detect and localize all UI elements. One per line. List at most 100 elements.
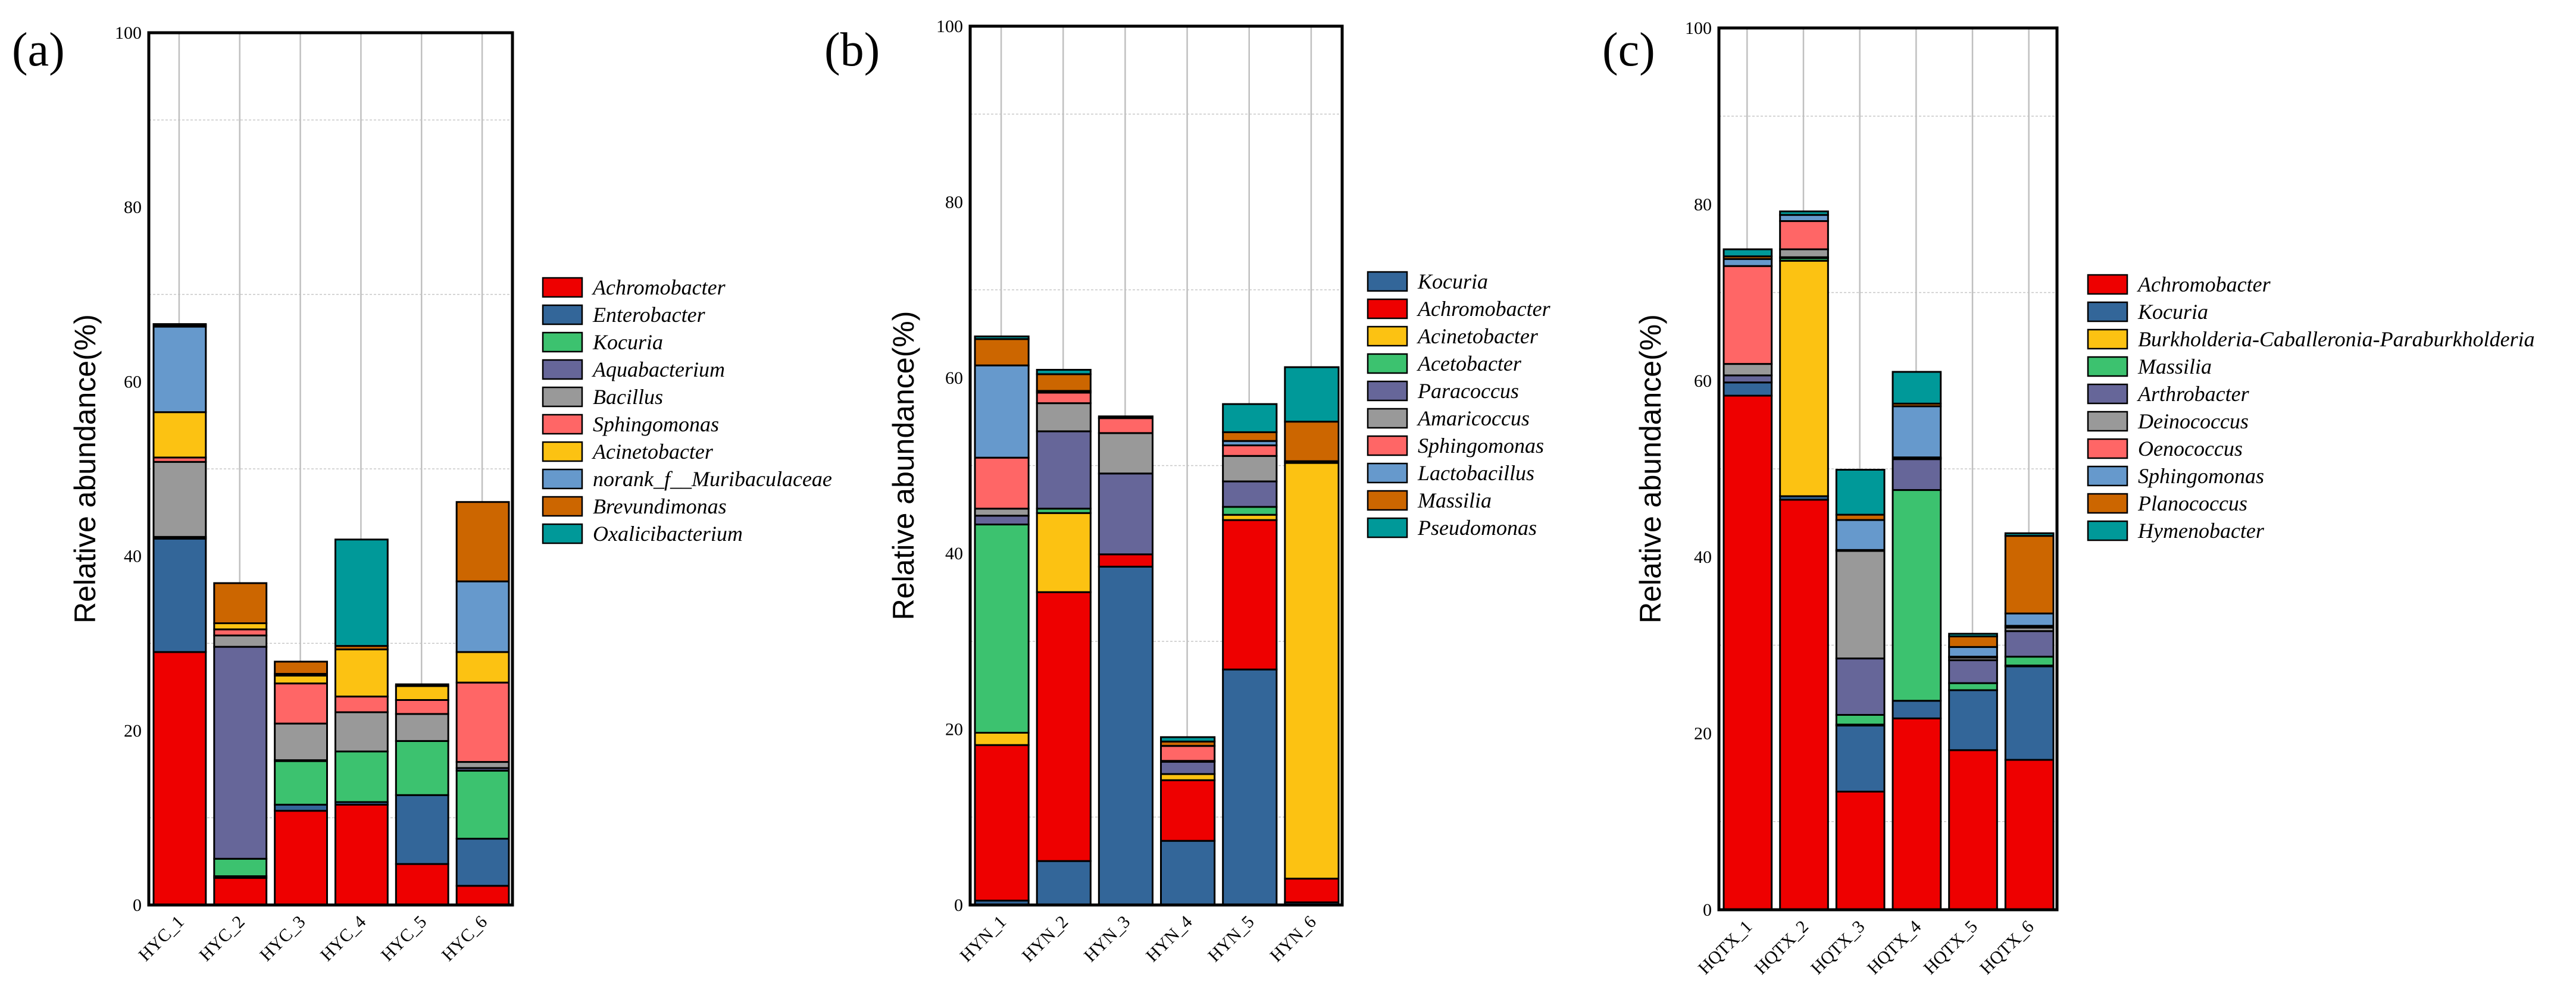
bar-segment-pseudomonas-hyn_4 [1160, 736, 1216, 743]
bar-segment-achromobacter-hyn_2 [1036, 591, 1092, 862]
x-tick-label: HYC_1 [135, 912, 188, 965]
bar-segment-massilia-hqtx_5 [1948, 682, 1998, 691]
y-tick-label: 0 [954, 895, 963, 915]
x-tick-label: HYN_1 [956, 912, 1011, 966]
y-tick-label: 20 [945, 720, 963, 740]
legend-swatch [2087, 328, 2128, 350]
legend-swatch [2087, 520, 2128, 541]
bar-segment-achromobacter-hqtx_5 [1948, 749, 1998, 911]
legend-swatch [1367, 325, 1408, 347]
bar-segment-oxalicibacterium-hyc_1 [152, 323, 207, 326]
legend-label: Arthrobacter [2137, 382, 2250, 406]
bar-segment-deinococcus-hqtx_1 [1722, 363, 1773, 377]
bar-segment-acinetobacter-hyc_2 [213, 622, 268, 631]
legend-label: Paracoccus [1417, 379, 1519, 403]
bar-segment-amaricoccus-hyn_3 [1098, 432, 1154, 475]
legend-label: Oenococcus [2138, 437, 2243, 461]
legend-swatch [2087, 411, 2128, 432]
legend-label: Kocuria [1417, 270, 1488, 293]
y-tick-label: 40 [124, 547, 142, 566]
legend-swatch [1367, 271, 1408, 292]
bar-segment-paracoccus-hyn_4 [1160, 760, 1216, 775]
panel-label: (b) [824, 24, 880, 76]
bar-segment-acinetobacter-hyc_6 [455, 651, 510, 684]
bar-segment-enterobacter-hyc_6 [455, 838, 510, 887]
bar-segment-massilia-hqtx_6 [2004, 656, 2055, 666]
x-tick-label: HYN_3 [1080, 912, 1134, 966]
bar-segment-achromobacter-hqtx_2 [1779, 499, 1829, 911]
y-tick-label: 100 [115, 23, 142, 43]
bar-segment-sphingomonas-hqtx_1 [1722, 258, 1773, 267]
bar-segment-acinetobacter-hyc_3 [274, 674, 328, 685]
legend-swatch [1367, 462, 1408, 484]
legend-swatch [542, 414, 583, 435]
bar-segment-brevundimonas-hyc_6 [455, 501, 510, 583]
bar-segment-oenococcus-hqtx_2 [1779, 220, 1829, 250]
bar-segment-enterobacter-hyc_5 [395, 794, 449, 865]
bar-segment-hymenobacter-hqtx_1 [1722, 248, 1773, 258]
legend-swatch [2087, 356, 2128, 377]
bar-segment-norank-f-muribaculaceae-hyc_6 [455, 580, 510, 653]
legend-label: Enterobacter [592, 303, 706, 327]
bar-segment-achromobacter-hyc_1 [152, 651, 207, 906]
legend-label: Hymenobacter [2137, 519, 2265, 543]
bar-segment-kocuria-hyc_2 [213, 857, 268, 878]
bar-segment-planococcus-hqtx_5 [1948, 635, 1998, 648]
bar-segment-kocuria-hyc_5 [395, 740, 449, 796]
bar-segment-lactobacillus-hyn_1 [974, 364, 1030, 459]
legend-label: Achromobacter [592, 275, 726, 299]
bar-segment-acetobacter-hyn_5 [1222, 506, 1278, 516]
bar-segment-kocuria-hqtx_4 [1892, 700, 1942, 719]
legend-swatch [1367, 435, 1408, 456]
legend-swatch [1367, 490, 1408, 511]
y-tick-label: 20 [124, 721, 142, 741]
bar-segment-kocuria-hyn_4 [1160, 840, 1216, 906]
legend: Achromobacter Enterobacter Kocuria Aquabact… [542, 275, 832, 546]
bar-segment-acinetobacter-hyn_4 [1160, 773, 1216, 781]
bar-segment-achromobacter-hyn_4 [1160, 779, 1216, 842]
bar-segment-brevundimonas-hyc_5 [395, 683, 449, 687]
bar-segment-sphingomonas-hyc_5 [395, 699, 449, 715]
panel-label: (c) [1602, 24, 1655, 76]
bar-segment-enterobacter-hyc_1 [152, 537, 207, 653]
bar-segment-achromobacter-hqtx_6 [2004, 759, 2055, 911]
legend-label: Achromobacter [1417, 297, 1551, 321]
legend: Kocuria Achromobacter Acinetobacter Acetoba… [1367, 270, 1551, 540]
bar-segment-kocuria-hyn_5 [1222, 668, 1278, 906]
bar-segment-achromobacter-hyc_3 [274, 810, 328, 906]
bar-segment-deinococcus-hqtx_3 [1835, 550, 1886, 660]
bar-segment-norank-f-muribaculaceae-hyc_1 [152, 325, 207, 414]
plot-frame [1717, 26, 2059, 912]
bar-segment-arthrobacter-hqtx_5 [1948, 659, 1998, 684]
x-tick-label: HQTX_3 [1807, 917, 1868, 978]
panel-1: HYC_1 HYC_2 HYC_3 HYC_4 HYC_5 HYC_6 0 20 40 60 80 1… [12, 23, 832, 965]
legend-swatch [542, 331, 583, 353]
bar-segment-acinetobacter-hyn_1 [974, 732, 1030, 746]
legend-label: Sphingomonas [1418, 434, 1544, 458]
x-tick-label: HYC_4 [317, 912, 370, 965]
bar-segment-massilia-hyn_1 [974, 338, 1030, 367]
bar-segment-pseudomonas-hyn_2 [1036, 369, 1092, 375]
bar-segment-achromobacter-hqtx_4 [1892, 717, 1942, 911]
bar-segment-kocuria-hyc_3 [274, 760, 328, 806]
bar-segment-kocuria-hyn_3 [1098, 565, 1154, 906]
bar-segment-sphingomonas-hyn_5 [1222, 444, 1278, 457]
bar-segment-oenococcus-hqtx_1 [1722, 265, 1773, 365]
y-tick-label: 100 [936, 17, 963, 36]
bar-segment-achromobacter-hyn_5 [1222, 519, 1278, 671]
bar-segment-planococcus-hqtx_6 [2004, 535, 2055, 615]
bar-segment-achromobacter-hyc_6 [455, 885, 510, 906]
y-tick-label: 60 [1694, 371, 1712, 391]
x-tick-label: HQTX_5 [1920, 917, 1981, 978]
y-tick-label: 0 [133, 895, 142, 915]
legend-swatch [1367, 380, 1408, 402]
bar-segment-burkholderia-caballeronia-paraburkholderia-hqtx_2 [1779, 259, 1829, 497]
legend-swatch [1367, 353, 1408, 374]
bar-segment-paracoccus-hyn_2 [1036, 430, 1092, 510]
y-tick-label: 100 [1685, 18, 1712, 38]
legend-label: Lactobacillus [1417, 461, 1534, 485]
panel-2: HYN_1 HYN_2 HYN_3 HYN_4 HYN_5 HYN_6 0 20 40 60 80 1… [824, 17, 1551, 966]
legend-label: Sphingomonas [2138, 464, 2264, 488]
bar-segment-hymenobacter-hqtx_3 [1835, 468, 1886, 516]
x-tick-label: HYN_4 [1142, 912, 1196, 966]
